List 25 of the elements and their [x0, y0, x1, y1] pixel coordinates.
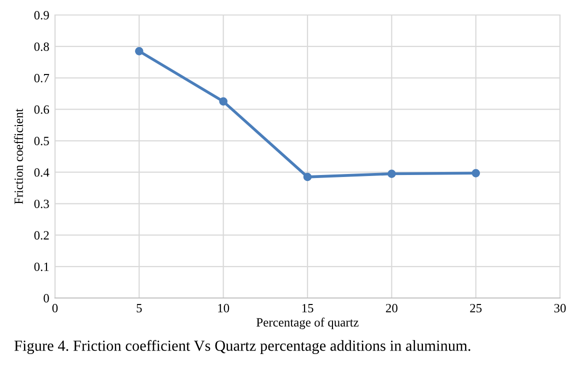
y-tick-label: 0.9 [34, 11, 49, 20]
y-tick-label: 0.8 [34, 42, 49, 51]
x-tick-label: 15 [302, 304, 314, 312]
y-tick-label: 0.4 [34, 168, 50, 177]
y-tick-label: 0.5 [34, 136, 49, 146]
y-tick-label: 0 [44, 294, 49, 302]
point [472, 169, 480, 178]
x-tick-label: 10 [218, 304, 230, 312]
x-tick-label: 20 [386, 304, 398, 312]
y-tick-label: 0.7 [34, 74, 50, 82]
x-axis-title: Percentage of quartz [256, 318, 359, 330]
y-tick-label: 0.3 [34, 200, 49, 208]
point [219, 97, 228, 106]
y-tick-label: 0.1 [34, 262, 49, 272]
x-tick-label: 0 [52, 304, 58, 312]
x-tick-label: 30 [554, 304, 566, 312]
x-tick-label: 25 [470, 304, 482, 312]
point [135, 46, 144, 56]
caption: Figure 4. Friction coefficient Vs Quartz percentage additions in aluminum. [14, 340, 470, 354]
x-tick-label: 5 [136, 304, 142, 312]
point [303, 172, 312, 182]
y-axis-title: Friction coefficient [14, 108, 23, 204]
point [388, 170, 396, 178]
y-tick-label: 0.6 [34, 105, 50, 114]
y-tick-label: 0.2 [34, 231, 49, 240]
